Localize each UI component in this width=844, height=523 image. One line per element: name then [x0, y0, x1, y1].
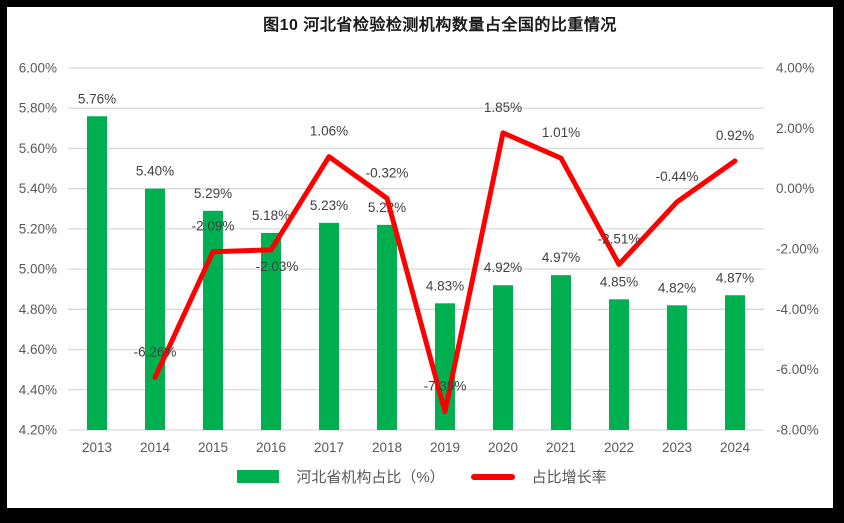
bar	[725, 295, 745, 430]
x-axis-tick-label: 2013	[82, 440, 112, 455]
bar	[493, 285, 513, 430]
bar	[319, 222, 339, 430]
y-axis-left-tick-label: 5.40%	[19, 181, 57, 196]
y-axis-right-tick-label: -6.00%	[776, 362, 819, 377]
line-value-label: -0.32%	[366, 165, 409, 180]
x-axis-tick-label: 2016	[256, 440, 286, 455]
legend-bar-swatch-icon	[237, 470, 280, 483]
bar	[145, 188, 165, 430]
y-axis-left-tick-label: 6.00%	[19, 61, 57, 76]
legend-line-label: 占比增长率	[531, 469, 607, 486]
bar	[667, 305, 687, 430]
bar	[551, 275, 571, 430]
line-value-label: -2.09%	[192, 219, 235, 234]
bar-value-label: 4.92%	[484, 260, 522, 275]
x-axis-tick-label: 2014	[140, 440, 171, 455]
y-axis-left-tick-label: 4.20%	[19, 423, 57, 438]
legend-line-swatch-icon	[470, 473, 515, 480]
bar	[377, 224, 397, 430]
bar-value-label: 5.40%	[136, 164, 174, 179]
bar-value-label: 5.76%	[78, 91, 116, 106]
line-value-label: -0.44%	[656, 169, 699, 184]
y-axis-right-tick-label: -2.00%	[776, 242, 819, 257]
trend-line	[152, 130, 738, 415]
bar-value-label: 5.23%	[310, 198, 348, 213]
line-value-label: -7.39%	[424, 379, 467, 394]
bar-value-label: 4.97%	[542, 250, 580, 265]
chart-title: 图10 河北省检验检测机构数量占全国的比重情况	[263, 17, 617, 34]
y-axis-right-tick-label: -4.00%	[776, 302, 819, 317]
bar-value-label: 4.87%	[716, 270, 754, 285]
x-axis-tick-label: 2018	[372, 440, 402, 455]
bar	[203, 210, 223, 430]
y-axis-right-tick-label: 4.00%	[776, 61, 814, 76]
x-axis-tick-label: 2015	[198, 440, 228, 455]
y-axis-right-tick-label: -8.00%	[776, 423, 819, 438]
bar-value-label: 4.85%	[600, 274, 638, 289]
y-axis-left-tick-label: 5.80%	[19, 101, 57, 116]
y-axis-left-tick-label: 4.40%	[19, 382, 57, 397]
y-axis-left-tick-label: 5.20%	[19, 221, 57, 236]
bar-value-label: 5.18%	[252, 208, 290, 223]
line-value-label: -2.03%	[256, 259, 299, 274]
chart-legend: 河北省机构占比（%） 占比增长率	[0, 466, 844, 487]
line-value-label: 1.85%	[484, 100, 522, 115]
x-axis-tick-label: 2017	[314, 440, 344, 455]
x-axis-tick-label: 2021	[546, 440, 576, 455]
bar-value-label: 4.83%	[426, 278, 464, 293]
bar	[87, 116, 107, 431]
y-axis-left-tick-label: 5.00%	[19, 262, 57, 277]
x-axis-tick-label: 2022	[604, 440, 634, 455]
chart-background	[7, 7, 833, 508]
bar	[261, 232, 281, 430]
y-axis-left-tick-label: 4.80%	[19, 302, 57, 317]
line-value-label: 0.92%	[716, 128, 754, 143]
y-axis-left-tick-label: 5.60%	[19, 141, 57, 156]
x-axis-tick-label: 2020	[488, 440, 518, 455]
x-axis-tick-label: 2024	[720, 440, 751, 455]
y-axis-right-tick-label: 2.00%	[776, 121, 814, 136]
line-value-label: 1.06%	[310, 124, 348, 139]
x-axis-tick-label: 2019	[430, 440, 460, 455]
y-axis-right-tick-label: 0.00%	[776, 181, 814, 196]
bar	[609, 299, 629, 430]
line-value-label: 1.01%	[542, 125, 580, 140]
bar-value-label: 5.29%	[194, 186, 232, 201]
line-value-label: -2.51%	[598, 231, 641, 246]
y-axis-left-tick-label: 4.60%	[19, 342, 57, 357]
line-value-label: -6.26%	[134, 345, 177, 360]
x-axis-tick-label: 2023	[662, 440, 692, 455]
legend-bar-label: 河北省机构占比（%）	[296, 469, 445, 486]
bar-value-label: 4.82%	[658, 280, 696, 295]
